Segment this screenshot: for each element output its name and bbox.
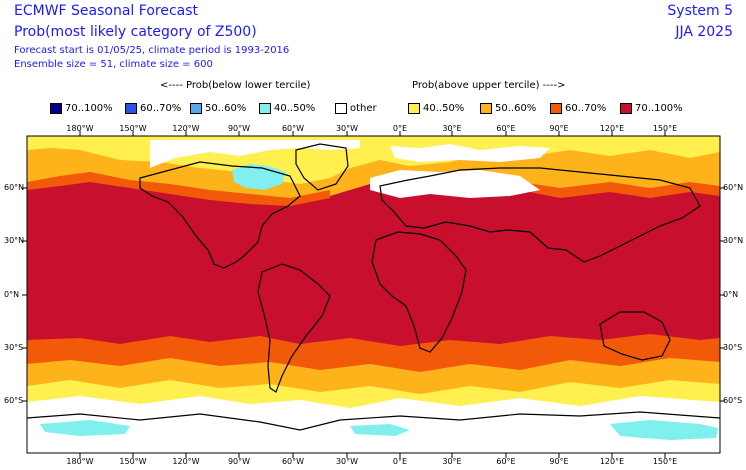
axis-tick-label: 30°N xyxy=(723,236,744,245)
legend-label: 60..70% xyxy=(565,103,607,114)
forecast-start-text: Forecast start is 01/05/25, climate peri… xyxy=(14,45,290,56)
axis-tick-label: 0°E xyxy=(392,124,408,133)
left-tick-marks xyxy=(22,187,27,402)
axis-tick-label: 0°N xyxy=(723,290,739,299)
coastlines xyxy=(27,143,720,431)
top-tick-marks xyxy=(79,131,666,136)
axis-tick-label: 30°S xyxy=(723,343,743,352)
south-america-outline xyxy=(257,263,331,393)
axis-tick-label: 150°E xyxy=(652,457,678,466)
axis-tick-label: 60°N xyxy=(723,183,744,192)
legend-label: other xyxy=(350,103,377,114)
legend-label: 50..60% xyxy=(495,103,537,114)
axis-tick-label: 30°W xyxy=(335,124,359,133)
map-subtitle: Prob(most likely category of Z500) xyxy=(14,24,257,40)
probability-field xyxy=(27,136,720,453)
axis-tick-label: 150°W xyxy=(119,457,147,466)
map-title: ECMWF Seasonal Forecast xyxy=(14,3,199,19)
legend-swatch xyxy=(125,103,137,114)
axis-tick-label: 90°W xyxy=(227,124,251,133)
legend-label: 70..100% xyxy=(65,103,113,114)
axis-tick-label: 30°E xyxy=(442,124,462,133)
axis-tick-label: 150°E xyxy=(652,124,678,133)
europe-asia-outline xyxy=(379,167,701,263)
above-tercile-arrow-label: Prob(above upper tercile) ----> xyxy=(412,80,566,91)
legend-label: 40..50% xyxy=(423,103,465,114)
below-tercile-arrow-label: <---- Prob(below lower tercile) xyxy=(160,80,311,91)
axis-tick-label: 60°W xyxy=(281,124,305,133)
greenland-outline xyxy=(295,143,349,191)
legend-swatch xyxy=(335,103,347,114)
bottom-tick-marks xyxy=(79,453,666,458)
axis-tick-label: 120°E xyxy=(599,124,625,133)
right-tick-marks xyxy=(720,187,725,402)
season-label: JJA 2025 xyxy=(675,24,733,40)
ensemble-size-text: Ensemble size = 51, climate size = 600 xyxy=(14,59,213,70)
legend-swatch xyxy=(190,103,202,114)
legend-swatch xyxy=(480,103,492,114)
legend-swatch xyxy=(50,103,62,114)
axis-tick-label: 0°N xyxy=(4,290,20,299)
system-label: System 5 xyxy=(667,3,733,19)
axis-tick-label: 30°E xyxy=(442,457,462,466)
axis-tick-label: 90°E xyxy=(549,124,569,133)
north-red-orange-patches xyxy=(27,172,330,206)
legend-swatch xyxy=(259,103,271,114)
legend-label: 40..50% xyxy=(274,103,316,114)
arctic-other-right xyxy=(370,170,540,198)
axis-tick-label: 30°S xyxy=(4,343,24,352)
antarctic-blue-mid xyxy=(350,424,410,436)
antarctic-blue-left xyxy=(40,420,130,436)
africa-outline xyxy=(371,231,467,353)
legend-swatch xyxy=(550,103,562,114)
legend-label: 60..70% xyxy=(140,103,182,114)
arctic-other-right2 xyxy=(390,144,550,162)
axis-tick-label: 120°W xyxy=(172,124,200,133)
antarctic-blue-right xyxy=(610,420,718,440)
axis-tick-label: 0°E xyxy=(392,457,408,466)
legend-swatch xyxy=(620,103,632,114)
axis-tick-label: 180°W xyxy=(66,457,94,466)
axis-tick-label: 120°W xyxy=(172,457,200,466)
axis-tick-label: 60°S xyxy=(4,396,24,405)
axis-tick-label: 120°E xyxy=(599,457,625,466)
axis-tick-label: 60°E xyxy=(496,457,516,466)
axis-tick-label: 60°S xyxy=(723,396,743,405)
australia-outline xyxy=(599,311,671,361)
axis-tick-label: 150°W xyxy=(119,124,147,133)
legend-swatch xyxy=(408,103,420,114)
antarctic-other xyxy=(27,396,720,453)
legend-label: 70..100% xyxy=(635,103,683,114)
legend-label: 50..60% xyxy=(205,103,247,114)
axis-tick-label: 60°E xyxy=(496,124,516,133)
axis-tick-label: 30°N xyxy=(4,236,25,245)
axis-tick-label: 90°E xyxy=(549,457,569,466)
north-america-outline xyxy=(139,161,301,269)
axis-tick-label: 90°W xyxy=(227,457,251,466)
antarctica-outline xyxy=(27,411,720,431)
axis-tick-label: 180°W xyxy=(66,124,94,133)
axis-tick-label: 60°N xyxy=(4,183,25,192)
axis-tick-label: 60°W xyxy=(281,457,305,466)
axis-tick-label: 30°W xyxy=(335,457,359,466)
